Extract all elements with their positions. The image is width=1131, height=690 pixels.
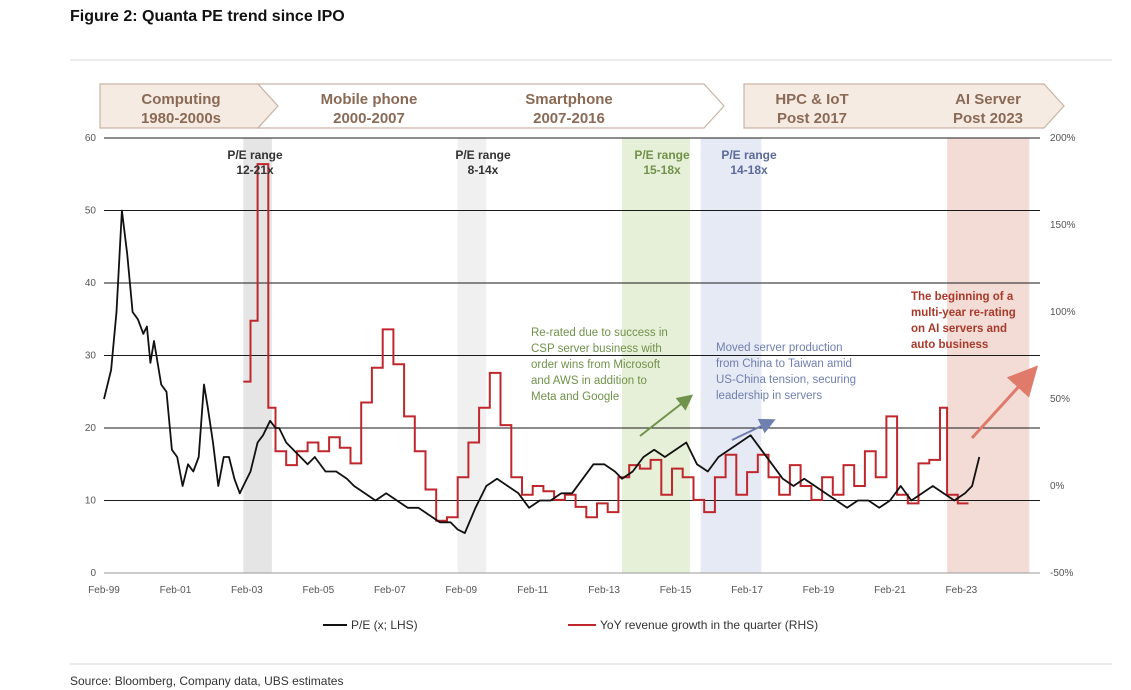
x-tick: Feb-11 xyxy=(517,585,548,596)
pe-range-labels: P/E range 12-21x P/E range 8-14x P/E ran… xyxy=(227,148,777,177)
y-left-tick: 50 xyxy=(85,206,97,217)
legend: P/E (x; LHS) YoY revenue growth in the q… xyxy=(323,618,818,632)
pe-range-3-value: 15-18x xyxy=(643,163,681,177)
phase-mobile-years: 2000-2007 xyxy=(333,110,405,127)
phase-computing-name: Computing xyxy=(141,91,220,108)
source-note: Source: Bloomberg, Company data, UBS est… xyxy=(70,674,344,688)
annotation-ai: The beginning of a multi-year re-rating … xyxy=(911,291,1016,351)
legend-pe-label: P/E (x; LHS) xyxy=(351,618,418,632)
phase-hpc-years: Post 2017 xyxy=(777,110,847,127)
y-left-tick: 0 xyxy=(90,568,96,579)
y-axis-right: -50% 0% 50% 100% 150% 200% xyxy=(1050,133,1076,579)
gridlines xyxy=(104,137,1040,574)
x-tick: Feb-13 xyxy=(588,585,620,596)
phase-mobile-name: Mobile phone xyxy=(321,91,418,108)
phase-chevron-mobile-smartphone xyxy=(256,83,725,129)
annotation-taiwan-line2: from China to Taiwan amid xyxy=(716,358,852,370)
annotation-csp-line3: order wins from Microsoft xyxy=(531,359,661,371)
phase-computing-years: 1980-2000s xyxy=(141,110,221,127)
arrow-taiwan xyxy=(731,418,776,441)
y-axis-left: 0 10 20 30 40 50 60 xyxy=(85,133,97,579)
annotation-ai-line3: on AI servers and xyxy=(911,323,1007,335)
annotation-taiwan-line4: leadership in servers xyxy=(716,390,822,402)
annotation-csp-line5: Meta and Google xyxy=(531,391,619,403)
annotation-ai-line1: The beginning of a xyxy=(911,291,1014,303)
pe-range-2-title: P/E range xyxy=(455,148,511,162)
x-tick: Feb-23 xyxy=(946,585,978,596)
y-right-tick: 50% xyxy=(1050,394,1070,405)
phase-ai-years: Post 2023 xyxy=(953,110,1023,127)
x-tick: Feb-99 xyxy=(88,585,120,596)
x-tick: Feb-09 xyxy=(445,585,477,596)
annotation-csp-line2: CSP server business with xyxy=(531,343,662,355)
y-left-tick: 40 xyxy=(85,278,97,289)
pe-range-1-value: 12-21x xyxy=(236,163,274,177)
pe-range-1-title: P/E range xyxy=(227,148,283,162)
arrow-ai xyxy=(970,365,1039,440)
y-right-tick: -50% xyxy=(1050,568,1073,579)
x-tick: Feb-01 xyxy=(160,585,192,596)
y-right-tick: 0% xyxy=(1050,481,1065,492)
pe-range-2-value: 8-14x xyxy=(468,163,499,177)
arrow-csp xyxy=(639,394,694,437)
figure-title: Figure 2: Quanta PE trend since IPO xyxy=(70,8,345,25)
pe-range-3-title: P/E range xyxy=(634,148,690,162)
annotation-taiwan: Moved server production from China to Ta… xyxy=(716,342,856,402)
annotation-ai-line2: multi-year re-rating xyxy=(911,307,1016,319)
annotation-taiwan-line3: US-China tension, securing xyxy=(716,374,856,386)
phase-banner: Computing 1980-2000s Mobile phone 2000-2… xyxy=(99,83,1065,129)
x-tick: Feb-17 xyxy=(731,585,763,596)
y-right-tick: 200% xyxy=(1050,133,1076,144)
y-right-tick: 100% xyxy=(1050,307,1076,318)
series-layer xyxy=(103,163,981,534)
x-tick: Feb-15 xyxy=(660,585,692,596)
y-left-tick: 20 xyxy=(85,423,97,434)
x-tick: Feb-07 xyxy=(374,585,406,596)
x-axis: Feb-99 Feb-01 Feb-03 Feb-05 Feb-07 Feb-09 Feb-… xyxy=(88,585,978,596)
x-tick: Feb-05 xyxy=(303,585,335,596)
pe-range-4-value: 14-18x xyxy=(730,163,768,177)
annotation-csp-line1: Re-rated due to success in xyxy=(531,327,668,339)
annotation-ai-line4: auto business xyxy=(911,339,988,351)
x-tick: Feb-21 xyxy=(874,585,906,596)
phase-smartphone-years: 2007-2016 xyxy=(533,110,605,127)
phase-smartphone-name: Smartphone xyxy=(525,91,613,108)
y-left-tick: 10 xyxy=(85,496,97,507)
series-revenue-growth xyxy=(243,163,969,522)
y-left-tick: 30 xyxy=(85,351,97,362)
phase-hpc-name: HPC & IoT xyxy=(775,91,848,108)
series-pe xyxy=(103,209,981,534)
legend-rev-label: YoY revenue growth in the quarter (RHS) xyxy=(600,618,818,632)
y-left-tick: 60 xyxy=(85,133,97,144)
annotation-csp-line4: and AWS in addition to xyxy=(531,375,647,387)
y-right-tick: 150% xyxy=(1050,220,1076,231)
x-tick: Feb-03 xyxy=(231,585,263,596)
annotation-taiwan-line1: Moved server production xyxy=(716,342,843,354)
phase-ai-name: AI Server xyxy=(955,91,1021,108)
x-tick: Feb-19 xyxy=(803,585,835,596)
pe-range-4-title: P/E range xyxy=(721,148,777,162)
phase-chevron-hpc-ai xyxy=(743,83,1065,129)
annotation-csp: Re-rated due to success in CSP server bu… xyxy=(531,327,668,403)
